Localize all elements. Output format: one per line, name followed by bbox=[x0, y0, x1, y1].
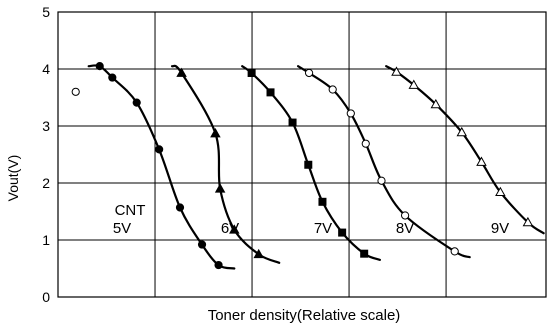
y-tick-label: 2 bbox=[42, 175, 50, 191]
data-point-filled-square bbox=[318, 197, 327, 206]
series-line-5V bbox=[87, 64, 236, 270]
data-point-open-circle bbox=[361, 139, 370, 148]
chart-markers bbox=[71, 62, 534, 270]
data-point-filled-circle bbox=[108, 73, 117, 82]
series-label-5V: 5V bbox=[113, 220, 131, 237]
data-point-open-triangle bbox=[430, 98, 442, 109]
data-point-open-triangle bbox=[476, 156, 487, 166]
data-point-filled-circle bbox=[155, 145, 164, 154]
data-point-filled-square bbox=[304, 160, 313, 169]
chart-series-lines bbox=[87, 64, 545, 270]
data-point-filled-circle bbox=[214, 260, 223, 270]
plot-frame bbox=[57, 11, 547, 298]
y-axis-title: Vout(V) bbox=[5, 155, 21, 202]
data-point-open-circle bbox=[346, 109, 355, 118]
chart-grid bbox=[58, 12, 546, 297]
data-point-open-circle bbox=[328, 85, 337, 94]
data-point-filled-square bbox=[338, 228, 347, 237]
series-label-7V: 7V bbox=[314, 220, 332, 237]
y-tick-label: 0 bbox=[42, 289, 50, 305]
data-point-filled-square bbox=[266, 88, 275, 97]
series-line-9V bbox=[385, 65, 545, 235]
data-point-open-triangle bbox=[456, 126, 468, 137]
y-tick-label: 3 bbox=[42, 118, 50, 134]
data-point-open-circle bbox=[71, 87, 80, 96]
data-point-filled-circle bbox=[132, 98, 141, 107]
data-point-filled-circle bbox=[95, 62, 104, 71]
data-point-open-circle bbox=[401, 211, 410, 220]
data-point-open-triangle bbox=[495, 186, 506, 197]
series-label-8V: 8V bbox=[396, 220, 414, 237]
data-point-filled-circle bbox=[197, 240, 207, 249]
data-point-filled-triangle bbox=[253, 248, 264, 259]
data-point-filled-triangle bbox=[229, 224, 240, 234]
x-axis-title: Toner density(Relative scale) bbox=[208, 307, 401, 324]
y-tick-label: 5 bbox=[42, 4, 50, 20]
data-point-open-triangle bbox=[391, 66, 402, 76]
chart-labels: 5V 6V 7V 8V 9V CNT bbox=[113, 202, 509, 237]
data-point-filled-circle bbox=[175, 203, 185, 212]
data-point-filled-square bbox=[288, 118, 297, 127]
data-point-open-circle bbox=[304, 68, 314, 78]
series-label-9V: 9V bbox=[491, 220, 509, 237]
series-label-6V: 6V bbox=[221, 220, 239, 237]
data-point-open-triangle bbox=[408, 79, 420, 89]
cnt-annotation: CNT bbox=[115, 202, 146, 219]
data-point-open-triangle bbox=[522, 216, 534, 227]
data-point-filled-triangle bbox=[176, 67, 187, 77]
data-point-filled-square bbox=[360, 249, 369, 258]
data-point-filled-triangle bbox=[210, 127, 221, 138]
data-point-filled-triangle bbox=[214, 183, 226, 193]
data-point-open-circle bbox=[450, 247, 459, 256]
data-point-open-circle bbox=[377, 176, 386, 185]
y-tick-label: 4 bbox=[42, 61, 50, 77]
data-point-filled-square bbox=[247, 68, 256, 77]
chart-axes: 0 1 2 3 4 5 bbox=[42, 4, 547, 305]
y-tick-label: 1 bbox=[42, 232, 50, 248]
